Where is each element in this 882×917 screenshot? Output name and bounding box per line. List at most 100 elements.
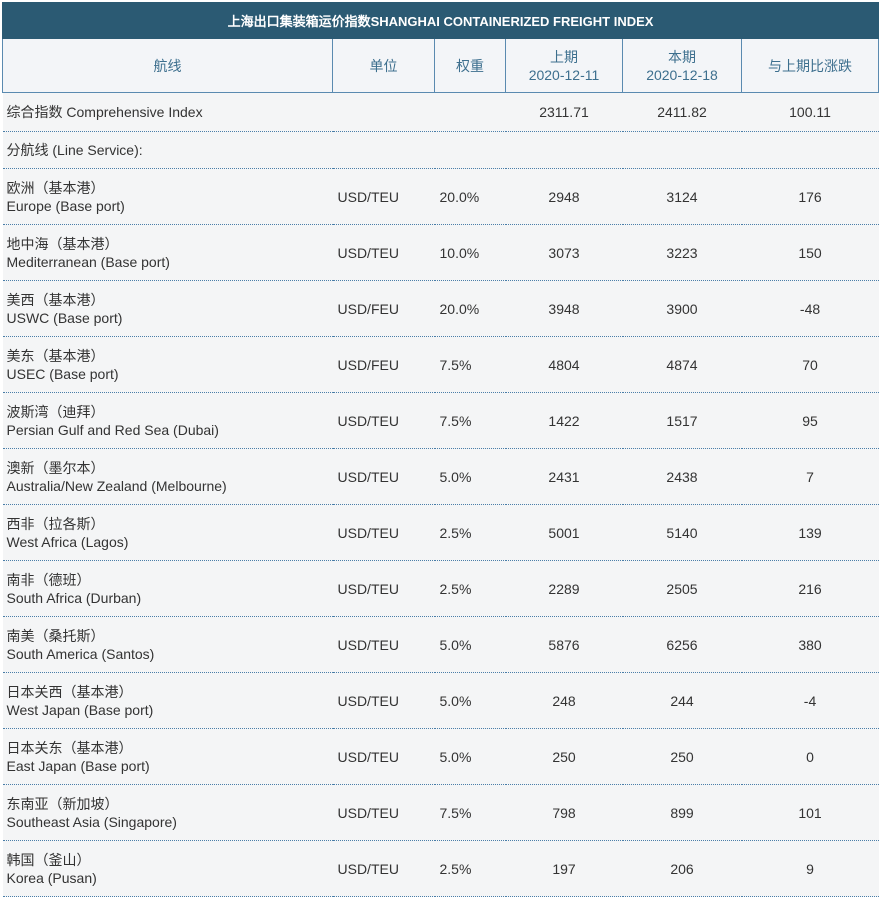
table-row: 美东（基本港） USEC (Base port) USD/FEU 7.5% 4804 48… (2, 336, 879, 393)
header-change: 与上期比涨跌 (740, 38, 880, 93)
table-row: 波斯湾（迪拜） Persian Gulf and Red Sea (Dubai) U… (2, 392, 879, 449)
route-weight: 5.0% (434, 728, 506, 785)
route-previous-value: 3948 (505, 280, 623, 337)
route-weight: 20.0% (434, 280, 506, 337)
route-change-value: 380 (741, 616, 879, 673)
route-weight: 7.5% (434, 784, 506, 841)
route-previous-value: 3073 (505, 224, 623, 281)
table-row: 澳新（墨尔本） Australia/New Zealand (Melbourne)… (2, 448, 879, 505)
route-current-value: 2438 (622, 448, 742, 505)
route-weight: 7.5% (434, 392, 506, 449)
route-unit: USD/TEU (332, 168, 435, 225)
route-name-cell: 地中海（基本港） Mediterranean (Base port) (2, 224, 333, 281)
route-name-cell: 美西（基本港） USWC (Base port) (2, 280, 333, 337)
table-row: 南美（桑托斯） South America (Santos) USD/TEU 5.0%… (2, 616, 879, 673)
route-change-value: 216 (741, 560, 879, 617)
route-weight: 5.0% (434, 672, 506, 729)
route-previous-value: 248 (505, 672, 623, 729)
route-name-cell: 南非（德班） South Africa (Durban) (2, 560, 333, 617)
route-current-value: 250 (622, 728, 742, 785)
route-change-value: 70 (741, 336, 879, 393)
route-current-value: 244 (622, 672, 742, 729)
route-unit: USD/TEU (332, 224, 435, 281)
route-current-value: 2505 (622, 560, 742, 617)
header-route: 航线 (2, 38, 333, 93)
route-change-value: 176 (741, 168, 879, 225)
route-unit: USD/TEU (332, 728, 435, 785)
route-previous-value: 2948 (505, 168, 623, 225)
route-weight: 5.0% (434, 616, 506, 673)
route-current-value: 3124 (622, 168, 742, 225)
route-unit: USD/TEU (332, 672, 435, 729)
header-previous-label: 上期 (550, 48, 578, 65)
route-weight: 5.0% (434, 448, 506, 505)
route-change-value: 150 (741, 224, 879, 281)
route-current-value: 899 (622, 784, 742, 841)
route-name-english: USEC (Base port) (6, 365, 119, 382)
comprehensive-index-current: 2411.82 (622, 92, 742, 132)
comprehensive-index-weight (434, 92, 506, 132)
route-change-value: 0 (741, 728, 879, 785)
route-name-cell: 澳新（墨尔本） Australia/New Zealand (Melbourne) (2, 448, 333, 505)
route-name-cell: 韩国（釜山） Korea (Pusan) (2, 840, 333, 897)
table-row: 日本关东（基本港） East Japan (Base port) USD/TEU 5.… (2, 728, 879, 785)
route-name-cell: 波斯湾（迪拜） Persian Gulf and Red Sea (Dubai) (2, 392, 333, 449)
route-unit: USD/TEU (332, 448, 435, 505)
route-weight: 7.5% (434, 336, 506, 393)
table-row: 南非（德班） South Africa (Durban) USD/TEU 2.5% 22… (2, 560, 879, 617)
table-title: 上海出口集装箱运价指数SHANGHAI CONTAINERIZED FREIGH… (1, 2, 880, 39)
route-previous-value: 798 (505, 784, 623, 841)
route-weight: 10.0% (434, 224, 506, 281)
route-name-cell: 东南亚（新加坡） Southeast Asia (Singapore) (2, 784, 333, 841)
header-current-date: 2020-12-18 (646, 66, 718, 83)
header-current-label: 本期 (668, 48, 696, 65)
route-current-value: 4874 (622, 336, 742, 393)
table-row: 西非（拉各斯） West Africa (Lagos) USD/TEU 2.5% 500… (2, 504, 879, 561)
route-name-chinese: 韩国（釜山） (6, 851, 91, 868)
route-name-english: West Japan (Base port) (6, 701, 154, 718)
route-previous-value: 1422 (505, 392, 623, 449)
route-unit: USD/FEU (332, 280, 435, 337)
route-name-english: East Japan (Base port) (6, 757, 150, 774)
route-previous-value: 250 (505, 728, 623, 785)
table-row: 日本关西（基本港） West Japan (Base port) USD/TEU 5.… (2, 672, 879, 729)
route-unit: USD/TEU (332, 504, 435, 561)
header-previous-date: 2020-12-11 (528, 66, 600, 83)
route-name-chinese: 东南亚（新加坡） (6, 795, 119, 812)
route-name-english: South America (Santos) (6, 645, 155, 662)
header-weight: 权重 (434, 38, 506, 93)
route-previous-value: 197 (505, 840, 623, 897)
route-previous-value: 4804 (505, 336, 623, 393)
route-previous-value: 2431 (505, 448, 623, 505)
route-name-chinese: 南非（德班） (6, 571, 91, 588)
route-unit: USD/TEU (332, 616, 435, 673)
table-row: 美西（基本港） USWC (Base port) USD/FEU 20.0% 3948 3… (2, 280, 879, 337)
route-previous-value: 2289 (505, 560, 623, 617)
route-current-value: 3900 (622, 280, 742, 337)
route-change-value: -4 (741, 672, 879, 729)
route-name-english: Southeast Asia (Singapore) (6, 813, 177, 830)
route-name-chinese: 地中海（基本港） (6, 235, 119, 252)
route-current-value: 206 (622, 840, 742, 897)
route-previous-value: 5876 (505, 616, 623, 673)
table-row: 东南亚（新加坡） Southeast Asia (Singapore) USD/TE… (2, 784, 879, 841)
route-name-english: USWC (Base port) (6, 309, 123, 326)
route-current-value: 3223 (622, 224, 742, 281)
route-current-value: 6256 (622, 616, 742, 673)
table-row: 欧洲（基本港） Europe (Base port) USD/TEU 20.0% 294… (2, 168, 879, 225)
route-name-chinese: 澳新（墨尔本） (6, 459, 105, 476)
route-unit: USD/TEU (332, 840, 435, 897)
route-unit: USD/TEU (332, 784, 435, 841)
route-name-english: South Africa (Durban) (6, 589, 142, 606)
route-name-chinese: 欧洲（基本港） (6, 179, 105, 196)
header-previous-period: 上期 2020-12-11 (505, 38, 623, 93)
route-unit: USD/FEU (332, 336, 435, 393)
route-name-cell: 南美（桑托斯） South America (Santos) (2, 616, 333, 673)
route-change-value: 139 (741, 504, 879, 561)
comprehensive-index-change: 100.11 (741, 92, 879, 132)
route-name-english: West Africa (Lagos) (6, 533, 129, 550)
route-current-value: 1517 (622, 392, 742, 449)
route-name-cell: 欧洲（基本港） Europe (Base port) (2, 168, 333, 225)
scfi-table: 上海出口集装箱运价指数SHANGHAI CONTAINERIZED FREIGH… (1, 2, 880, 897)
route-name-english: Persian Gulf and Red Sea (Dubai) (6, 421, 219, 438)
